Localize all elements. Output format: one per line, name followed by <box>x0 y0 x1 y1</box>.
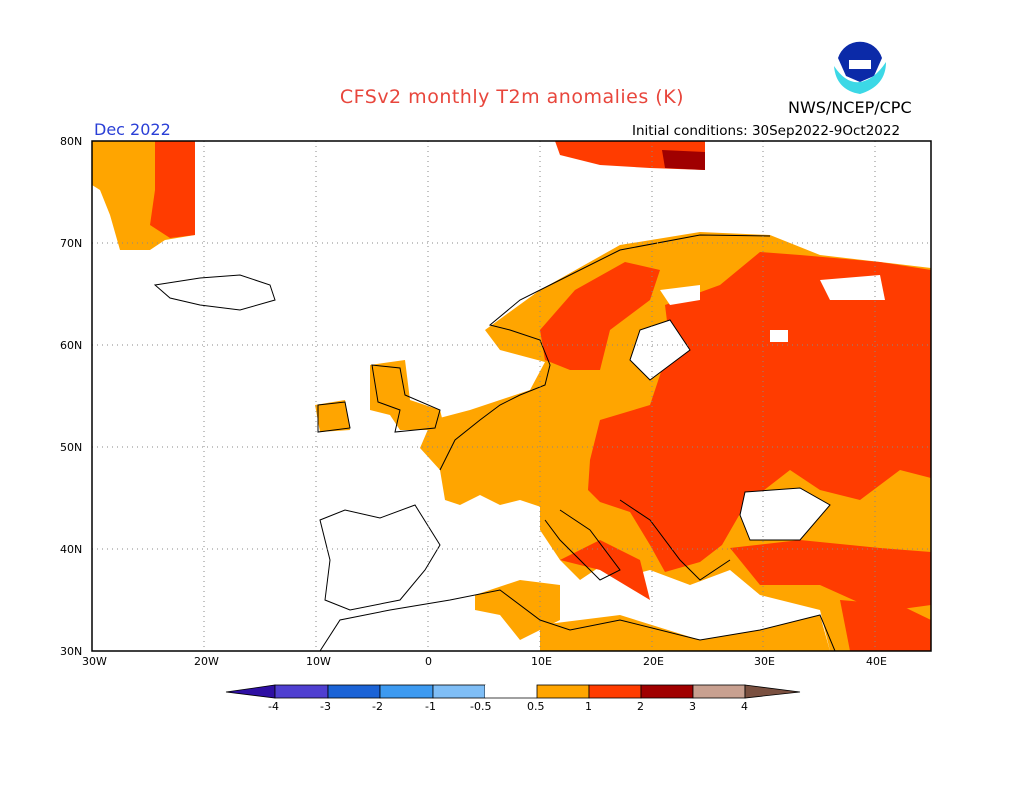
colorbar-label: 3 <box>689 700 696 713</box>
colorbar-label: -2 <box>372 700 383 713</box>
anomaly-region <box>560 540 650 600</box>
colorbar-label: -1 <box>425 700 436 713</box>
coastlines <box>153 234 836 651</box>
colorbar-label: 0.5 <box>527 700 545 713</box>
lon-label: 0 <box>425 655 432 668</box>
lon-label: 30E <box>754 655 775 668</box>
lon-label: 20W <box>194 655 219 668</box>
colorbar-label: -3 <box>320 700 331 713</box>
noaa-logo <box>832 38 888 94</box>
valid-month: Dec 2022 <box>94 120 171 139</box>
colorbar-label: -0.5 <box>470 700 492 713</box>
lon-label: 10E <box>531 655 552 668</box>
anomaly-region <box>370 360 445 430</box>
anomaly-region <box>540 262 660 370</box>
sea-gap <box>770 330 788 342</box>
chart-title: CFSv2 monthly T2m anomalies (K) <box>339 86 685 108</box>
colorbar-label: 4 <box>741 700 748 713</box>
graticule <box>92 141 931 651</box>
colorbar-label: 1 <box>585 700 592 713</box>
lat-label: 80N <box>60 135 83 148</box>
map-frame <box>91 140 932 652</box>
lon-label: 10W <box>306 655 331 668</box>
lat-label: 70N <box>60 237 83 250</box>
colorbar-label: 2 <box>637 700 644 713</box>
lon-label: 30W <box>82 655 107 668</box>
sea-gap <box>660 285 700 305</box>
lat-label: 30N <box>60 645 83 658</box>
initial-conditions: Initial conditions: 30Sep2022-9Oct2022 <box>632 123 901 139</box>
colorbar-label: -4 <box>268 700 279 713</box>
anomaly-region <box>315 400 350 432</box>
colorbar <box>225 684 801 699</box>
lon-label: 40E <box>866 655 887 668</box>
lat-label: 50N <box>60 441 83 454</box>
anomaly-region <box>662 150 705 170</box>
lon-label: 20E <box>643 655 664 668</box>
agency-label: NWS/NCEP/CPC <box>788 98 912 117</box>
anomaly-region <box>540 615 830 651</box>
lat-label: 60N <box>60 339 83 352</box>
sea-gap <box>820 275 885 300</box>
anomaly-region <box>475 580 560 640</box>
anomaly-region <box>150 141 195 238</box>
sea-gap <box>630 320 690 380</box>
anomaly-region <box>730 540 931 612</box>
anomaly-region <box>840 600 931 651</box>
lat-label: 40N <box>60 543 83 556</box>
